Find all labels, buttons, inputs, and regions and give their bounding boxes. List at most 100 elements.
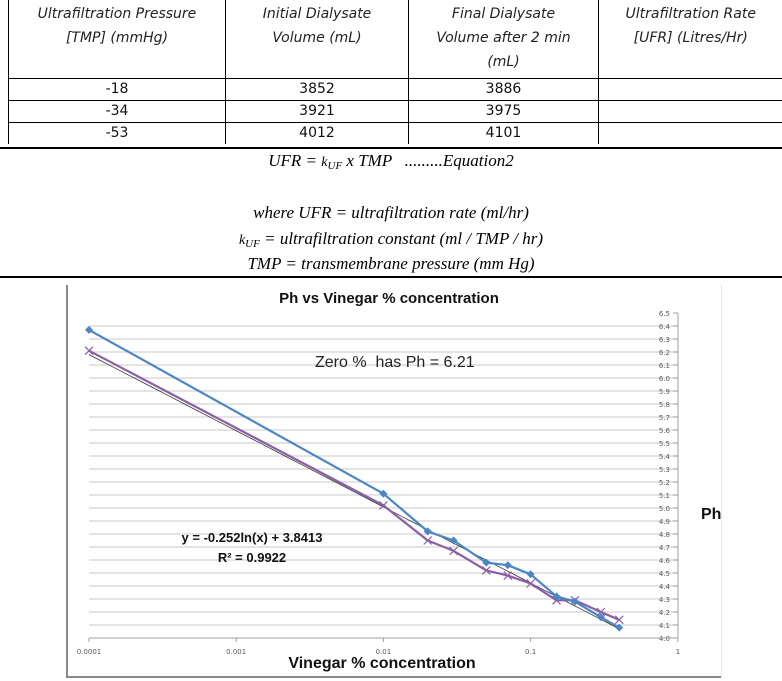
y-axis: 4.0 4.1 4.2 4.3 4.4 4.5 4.6 4.7 4.8 4.9 5.0 5.1 5.2 5… xyxy=(659,310,679,643)
y-tick-label: 6.3 xyxy=(659,336,670,344)
cell-tmp: -34 xyxy=(8,99,226,122)
y-tick-label: 4.7 xyxy=(659,544,670,552)
y-tick-label: 5.5 xyxy=(659,440,670,448)
trendline xyxy=(88,354,620,630)
x-marker-icon xyxy=(449,546,459,556)
header-final-line-1: Final Dialysate xyxy=(451,6,556,22)
cell-initial-volume: 3921 xyxy=(225,99,409,122)
header-tmp: Ultrafiltration Pressure [TMP] (mmHg) xyxy=(8,0,226,78)
cell-final-volume: 3886 xyxy=(408,77,599,100)
y-tick-label: 4.2 xyxy=(659,609,670,617)
y-tick-label: 6.1 xyxy=(659,362,670,370)
x-tick-label: 0.001 xyxy=(226,648,246,656)
y-tick-label: 4.5 xyxy=(659,570,670,578)
gridlines xyxy=(89,325,678,626)
y-tick-label: 5.1 xyxy=(659,492,670,500)
cell-tmp: -53 xyxy=(8,121,226,144)
trendline-path xyxy=(88,354,620,630)
y-tick-label: 5.7 xyxy=(659,414,670,422)
chart-annotation: Zero % has Ph = 6.21 xyxy=(315,354,475,371)
header-ufr-line-1: Ultrafiltration Rate xyxy=(625,6,756,22)
y-tick-label: 4.6 xyxy=(659,557,671,565)
trendline-equation: y = -0.252ln(x) + 3.8413 xyxy=(181,530,323,545)
x-marker-icon xyxy=(526,578,536,588)
y-tick-label: 6.0 xyxy=(659,375,670,383)
cell-final-volume: 3975 xyxy=(408,99,599,122)
y-tick-label: 6.4 xyxy=(659,323,671,331)
y-tick-label: 5.8 xyxy=(659,401,670,409)
x-tick-label: 0.0001 xyxy=(77,648,102,656)
x-tick-label: 0.01 xyxy=(376,648,392,656)
diamond-marker-icon xyxy=(526,570,535,579)
y-tick-label: 5.4 xyxy=(659,453,671,461)
y-tick-label: 4.0 xyxy=(659,635,670,643)
y-tick-label: 4.9 xyxy=(659,518,670,526)
header-final-line-3: (mL) xyxy=(487,54,520,70)
y-tick-label: 5.6 xyxy=(659,427,671,435)
ultrafiltration-table: Ultrafiltration Pressure [TMP] (mmHg) In… xyxy=(8,0,782,144)
equation-k-subscript: UF xyxy=(327,160,343,172)
header-tmp-line-2: [TMP] (mmHg) xyxy=(65,30,169,46)
header-final-line-2: Volume after 2 min xyxy=(436,30,571,46)
cell-ufr xyxy=(598,99,782,122)
x-tick-label: 0.1 xyxy=(525,648,536,656)
x-axis: 0.0001 0.001 0.01 0.1 1 xyxy=(77,637,680,656)
cell-final-volume: 4101 xyxy=(408,121,599,144)
equation-k-subscript: UF xyxy=(245,238,260,250)
chart-border-right xyxy=(721,285,722,678)
diamond-marker-icon xyxy=(423,527,432,536)
cell-ufr xyxy=(598,77,782,100)
x-marker-icon xyxy=(614,615,624,625)
trendline-label: y = -0.252ln(x) + 3.8413 R² = 0.9922 xyxy=(140,528,364,568)
y-tick-label: 5.2 xyxy=(659,479,670,487)
header-initial-line-1: Initial Dialysate xyxy=(262,6,372,22)
data-series xyxy=(84,325,624,632)
y-tick-label: 5.0 xyxy=(659,505,670,513)
diamond-marker-icon xyxy=(615,623,624,632)
diamond-marker-icon xyxy=(379,489,388,498)
r-squared: R² = 0.9922 xyxy=(217,550,287,565)
table-row: -34 3921 3975 xyxy=(8,99,782,122)
diamond-marker-icon xyxy=(570,597,579,606)
equation-kuf-definition: = ultrafiltration constant (ml / TMP / h… xyxy=(259,229,544,248)
equation-where-kuf: kUF = ultrafiltration constant (ml / TMP… xyxy=(0,229,782,250)
cell-initial-volume: 3852 xyxy=(225,77,409,100)
diamond-marker-icon xyxy=(552,592,561,601)
equation-where-tmp: TMP = transmembrane pressure (mm Hg) xyxy=(247,254,535,273)
diamond-marker-icon xyxy=(503,561,512,570)
chart-area xyxy=(66,285,722,678)
y-tick-label: 6.2 xyxy=(659,349,670,357)
y-tick-label: 4.1 xyxy=(659,622,670,630)
y-tick-label: 4.8 xyxy=(659,531,670,539)
y-tick-label: 6.5 xyxy=(659,310,670,318)
equation-lhs: UFR = xyxy=(268,151,322,170)
equation-rhs: x TMP .........Equation2 xyxy=(342,151,514,170)
header-initial-line-2: Volume (mL) xyxy=(272,30,362,46)
divider xyxy=(0,147,782,149)
header-tmp-line-1: Ultrafiltration Pressure xyxy=(37,6,197,22)
table-header-row: Ultrafiltration Pressure [TMP] (mmHg) In… xyxy=(8,0,782,78)
equation-block: UFR = kUF x TMP .........Equation2 where… xyxy=(0,150,782,275)
cell-ufr xyxy=(598,121,782,144)
x-marker-icon xyxy=(481,565,491,575)
divider xyxy=(0,276,782,278)
x-marker-icon xyxy=(378,500,388,510)
cell-initial-volume: 4012 xyxy=(225,121,409,144)
y-tick-label: 4.3 xyxy=(659,596,670,604)
table-row: -18 3852 3886 xyxy=(8,77,782,100)
x-marker-icon xyxy=(503,571,513,581)
header-final-volume: Final Dialysate Volume after 2 min (mL) xyxy=(408,0,599,78)
header-initial-volume: Initial Dialysate Volume (mL) xyxy=(225,0,409,78)
series-line-1 xyxy=(88,328,620,629)
chart-title: Ph vs Vinegar % concentration xyxy=(279,290,499,307)
equation-where-ufr: where UFR = ultrafiltration rate (ml/hr) xyxy=(253,203,529,222)
y-tick-label: 4.4 xyxy=(659,583,671,591)
diamond-marker-icon xyxy=(596,613,605,622)
x-marker-icon xyxy=(423,536,433,545)
equation-k: k xyxy=(238,233,246,248)
equation-main: UFR = kUF x TMP .........Equation2 xyxy=(0,151,782,172)
x-marker-icon xyxy=(84,346,94,356)
x-tick-label: 1 xyxy=(676,648,680,656)
cell-tmp: -18 xyxy=(8,77,226,100)
x-axis-title: Vinegar % concentration xyxy=(288,655,476,672)
